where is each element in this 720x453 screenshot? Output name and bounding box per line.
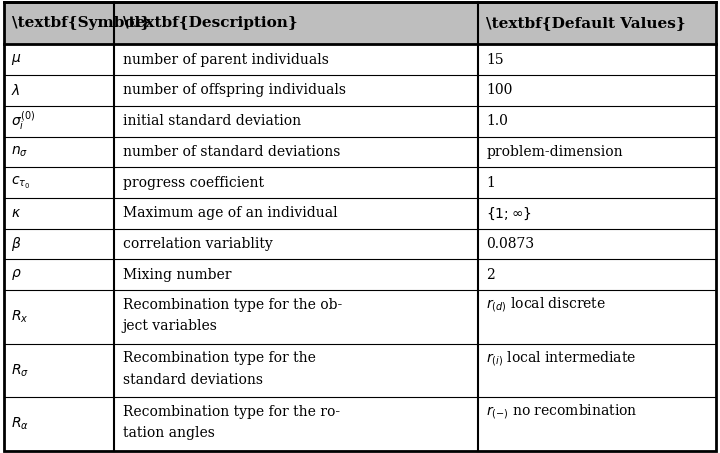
Text: ject variables: ject variables <box>122 319 217 333</box>
Text: problem-dimension: problem-dimension <box>486 145 623 159</box>
Bar <box>4 44 716 75</box>
Text: progress coefficient: progress coefficient <box>122 176 264 190</box>
Text: \textbf{Description}: \textbf{Description} <box>122 16 297 30</box>
Text: number of parent individuals: number of parent individuals <box>122 53 328 67</box>
Text: $\rho$: $\rho$ <box>11 267 22 282</box>
Text: Recombination type for the ob-: Recombination type for the ob- <box>122 298 342 312</box>
Text: $\kappa$: $\kappa$ <box>11 207 21 220</box>
Bar <box>4 397 716 451</box>
Text: $R_\sigma$: $R_\sigma$ <box>11 362 29 379</box>
Text: 2: 2 <box>486 268 495 282</box>
Text: 100: 100 <box>486 83 513 97</box>
Text: $r_{(d)}$ local discrete: $r_{(d)}$ local discrete <box>486 295 606 314</box>
Text: Mixing number: Mixing number <box>122 268 231 282</box>
Bar <box>4 229 716 260</box>
Text: \textbf{Symbol}: \textbf{Symbol} <box>12 16 150 30</box>
Text: correlation variablity: correlation variablity <box>122 237 272 251</box>
Text: 15: 15 <box>486 53 504 67</box>
Text: $r_{(-)}$ no recombination: $r_{(-)}$ no recombination <box>486 402 638 421</box>
Bar <box>4 2 716 44</box>
Text: Maximum age of an individual: Maximum age of an individual <box>122 207 337 220</box>
Text: $r_{(i)}$ local intermediate: $r_{(i)}$ local intermediate <box>486 349 636 368</box>
Text: Recombination type for the ro-: Recombination type for the ro- <box>122 405 340 419</box>
Bar <box>4 106 716 136</box>
Text: Recombination type for the: Recombination type for the <box>122 351 315 365</box>
Text: $n_\sigma$: $n_\sigma$ <box>11 145 28 159</box>
Text: standard deviations: standard deviations <box>122 372 263 386</box>
Text: $R_x$: $R_x$ <box>11 309 28 325</box>
Bar <box>4 260 716 290</box>
Text: $R_\alpha$: $R_\alpha$ <box>11 416 29 432</box>
Text: number of standard deviations: number of standard deviations <box>122 145 340 159</box>
Bar <box>4 198 716 229</box>
Bar <box>4 290 716 344</box>
Bar <box>4 136 716 167</box>
Text: 1: 1 <box>486 176 495 190</box>
Text: $c_{\tau_0}$: $c_{\tau_0}$ <box>11 174 30 191</box>
Text: tation angles: tation angles <box>122 426 215 440</box>
Text: 0.0873: 0.0873 <box>486 237 534 251</box>
Text: $\{1; \infty\}$: $\{1; \infty\}$ <box>486 205 532 222</box>
Text: 1.0: 1.0 <box>486 114 508 128</box>
Text: $\lambda$: $\lambda$ <box>11 83 20 98</box>
Text: $\mu$: $\mu$ <box>11 52 21 67</box>
Bar <box>4 344 716 397</box>
Text: initial standard deviation: initial standard deviation <box>122 114 301 128</box>
Text: \textbf{Default Values}: \textbf{Default Values} <box>486 16 686 30</box>
Text: $\beta$: $\beta$ <box>11 235 21 253</box>
Text: $\sigma_i^{(0)}$: $\sigma_i^{(0)}$ <box>11 110 35 133</box>
Bar <box>4 75 716 106</box>
Text: number of offspring individuals: number of offspring individuals <box>122 83 346 97</box>
Bar <box>4 167 716 198</box>
